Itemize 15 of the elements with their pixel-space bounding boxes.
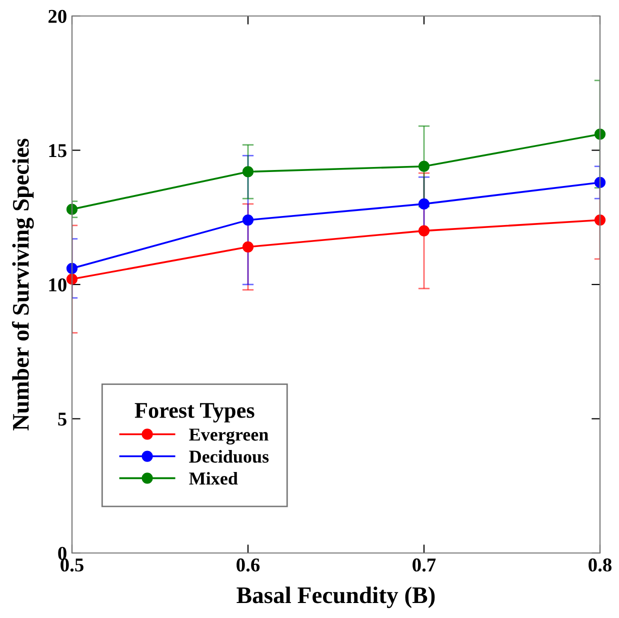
y-tick-label: 0 (58, 546, 66, 560)
y-tick-label: 5 (58, 412, 66, 426)
legend-label: Evergreen (189, 428, 268, 445)
y-tick-label: 10 (49, 278, 66, 292)
x-axis-title: Basal Fecundity (B) (236, 586, 435, 608)
x-tick-label: 0.8 (588, 558, 612, 572)
legend-title: Forest Types (134, 403, 254, 422)
x-tick-label: 0.5 (60, 558, 84, 572)
legend-label: Mixed (189, 472, 238, 485)
y-axis-title: Number of Surviving Species (12, 138, 34, 430)
x-tick-label: 0.7 (412, 558, 436, 572)
legend-label: Deciduous (189, 450, 269, 463)
y-tick-label: 15 (49, 144, 66, 158)
y-tick-label: 20 (48, 10, 66, 23)
x-tick-label: 0.6 (236, 558, 260, 572)
